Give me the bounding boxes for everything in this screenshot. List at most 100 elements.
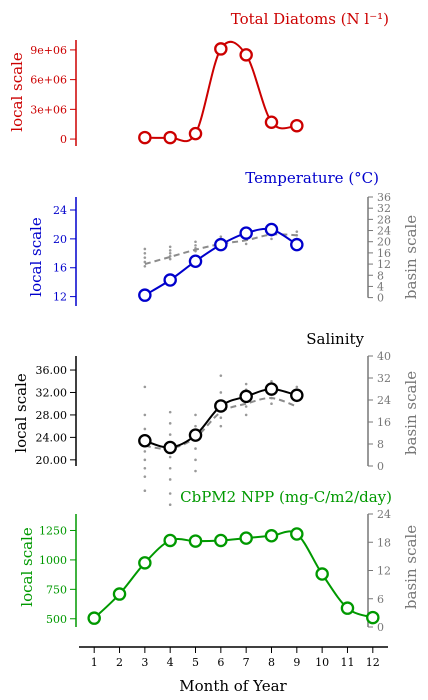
data-point [188, 534, 203, 548]
basin-point [219, 235, 223, 239]
data-point [163, 273, 177, 287]
y2-tick-label: 32 [377, 372, 391, 385]
y2-tick-label: 12 [377, 258, 391, 271]
y-tick-label: 32.00 [36, 386, 68, 399]
basin-point [270, 402, 273, 406]
data-point [264, 222, 279, 237]
basin-point [244, 242, 248, 246]
basin-point [143, 466, 147, 470]
basin-point [194, 240, 197, 244]
basin-point [194, 469, 197, 473]
y2-axis-label: basin scale [402, 215, 420, 299]
basin-point [244, 405, 248, 408]
x-axis: 1 2 3 4 5 6 7 8 9 10 11 12 [79, 646, 388, 669]
basin-point [194, 447, 197, 450]
basin-point [143, 256, 147, 259]
x-tick-label: 9 [293, 656, 300, 669]
basin-point [219, 391, 223, 394]
basin-point [244, 382, 248, 386]
y2-tick-label: 16 [377, 247, 391, 260]
data-point [87, 611, 101, 625]
y-tick-label: 24.00 [36, 431, 68, 444]
data-point [163, 130, 177, 145]
x-tick-label: 10 [315, 656, 329, 669]
basin-point [168, 249, 172, 252]
basin-point [295, 385, 299, 389]
data-point [138, 130, 152, 145]
basin-point [244, 413, 248, 417]
basin-point [168, 492, 172, 495]
basin-point [295, 230, 299, 233]
panel-title: Temperature (°C) [245, 169, 379, 187]
data-point [290, 527, 304, 541]
y2-axis-label: basin scale [402, 371, 420, 455]
y2-tick-label: 36 [377, 191, 391, 204]
y-tick-label: 0 [60, 133, 67, 146]
data-point [264, 382, 279, 396]
basin-point [168, 433, 172, 436]
y2-tick-label: 12 [377, 565, 391, 578]
y-tick-label: 36.00 [36, 364, 68, 377]
y-tick-label: 750 [46, 583, 67, 596]
y2-tick-label: 6 [377, 593, 384, 606]
panel-diatoms: Total Diatoms (N l⁻¹) local scale 0 3e+06… [8, 10, 389, 146]
data-point [340, 601, 355, 615]
data-point [239, 531, 253, 545]
basin-point [194, 424, 197, 428]
panel-npp: CbPM2 NPP (mg-C/m2/day) local scale basi… [18, 488, 420, 634]
basin-point [168, 503, 172, 507]
series-line [93, 530, 374, 619]
basin-point [270, 237, 273, 241]
x-tick-label: 8 [268, 656, 275, 669]
y-tick-label: 500 [46, 613, 67, 626]
basin-point [194, 413, 197, 417]
data-point [188, 428, 203, 442]
basin-point [219, 416, 223, 420]
y-tick-label: 3e+06 [30, 103, 67, 116]
y-tick-label: 28.00 [36, 409, 68, 422]
basin-point [143, 413, 147, 417]
panel-title: CbPM2 NPP (mg-C/m2/day) [180, 488, 392, 506]
y2-axis-label: basin scale [402, 525, 420, 609]
basin-point [143, 260, 147, 264]
basin-point [168, 245, 172, 249]
panel-content: 0 8 16 24 32 40 20.00 24.00 28.00 32.00 36.00 [36, 350, 391, 507]
basin-point [194, 458, 197, 462]
y2-tick-label: 40 [377, 350, 391, 363]
basin-point [219, 424, 223, 428]
y2-tick-label: 24 [377, 508, 391, 521]
data-point [239, 389, 253, 404]
data-point [264, 529, 279, 543]
basin-point [168, 252, 172, 255]
y-tick-label: 24 [53, 204, 67, 217]
basin-point [143, 450, 147, 453]
data-point [264, 115, 279, 129]
basin-point [168, 257, 172, 261]
basin-point [143, 247, 147, 251]
data-point [214, 42, 228, 56]
data-point [214, 237, 228, 252]
data-point [239, 226, 253, 240]
basin-point [168, 478, 172, 481]
basin-point [168, 410, 172, 414]
basin-point [143, 427, 147, 431]
basin-point [270, 379, 273, 383]
y-tick-label: 9e+06 [30, 44, 67, 57]
y2-tick-label: 0 [377, 460, 384, 473]
y-tick-label: 16 [53, 262, 67, 275]
x-tick-label: 11 [340, 656, 354, 669]
basin-point [168, 466, 172, 470]
data-point [138, 288, 152, 302]
basin-point [168, 422, 172, 425]
data-point [138, 556, 152, 570]
y2-tick-label: 16 [377, 416, 391, 429]
basin-point [219, 374, 223, 377]
y-axis-label: local scale [12, 373, 30, 453]
basin-point [143, 489, 147, 492]
data-point [138, 433, 152, 448]
x-tick-label: 5 [192, 656, 199, 669]
basin-point [143, 264, 147, 268]
basin-point [143, 385, 147, 389]
y-tick-label: 20 [53, 233, 67, 246]
x-tick-label: 12 [366, 656, 380, 669]
